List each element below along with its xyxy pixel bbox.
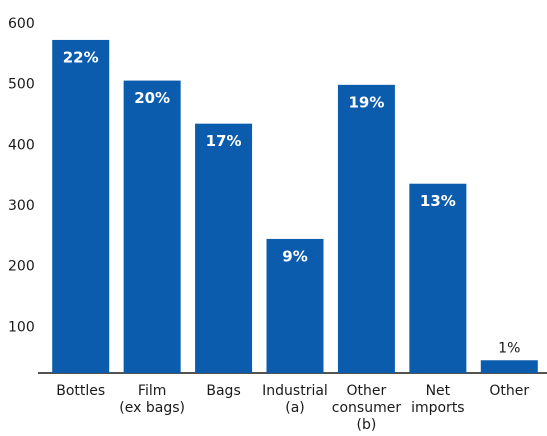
x-tick-label: (ex bags): [119, 400, 185, 416]
y-tick-label: 300: [8, 198, 35, 214]
y-tick-label: 600: [8, 16, 35, 32]
bar: [195, 123, 253, 373]
x-tick-label: consumer: [332, 400, 402, 416]
x-tick-label: (a): [285, 400, 305, 416]
x-tick-label: Bottles: [56, 383, 105, 399]
value-label: 17%: [206, 132, 242, 150]
value-label: 19%: [348, 93, 384, 111]
bar: [480, 360, 538, 373]
x-tick-label: Film: [138, 383, 166, 399]
y-tick-label: 400: [8, 137, 35, 153]
x-tick-label: Industrial: [262, 383, 328, 399]
x-tick-label: (b): [357, 417, 377, 433]
bar: [123, 80, 181, 373]
value-label: 13%: [420, 192, 456, 210]
y-tick-label: 100: [8, 319, 35, 335]
x-tick-label: imports: [411, 400, 465, 416]
value-label: 1%: [498, 340, 520, 356]
bar: [52, 39, 110, 373]
bar: [409, 183, 467, 373]
x-tick-label: Net: [426, 383, 451, 399]
y-tick-label: 500: [8, 77, 35, 93]
y-tick-label: 200: [8, 259, 35, 275]
value-label: 20%: [134, 89, 170, 107]
x-tick-label: Bags: [206, 383, 240, 399]
bar: [266, 238, 324, 373]
x-tick-label: Other: [347, 383, 387, 399]
value-label: 9%: [282, 247, 307, 265]
bar: [337, 84, 395, 373]
value-label: 22%: [63, 48, 99, 66]
x-tick-label: Other: [489, 383, 529, 399]
